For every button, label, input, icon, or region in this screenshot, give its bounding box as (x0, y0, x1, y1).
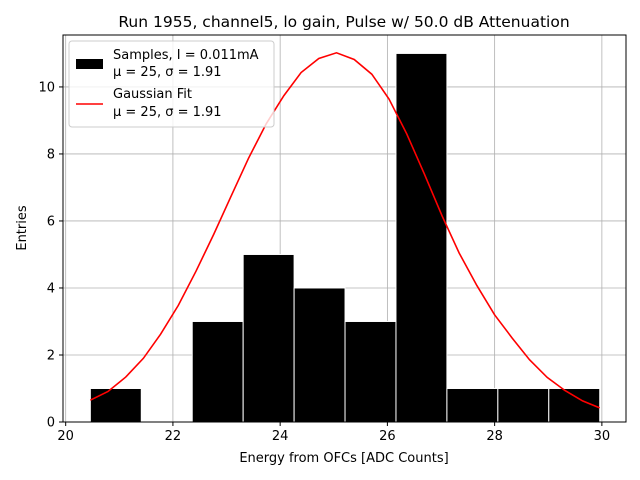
x-tick-label: 22 (165, 429, 182, 444)
y-tick-label: 8 (47, 147, 55, 162)
gaussian-fit-line (89, 51, 601, 409)
y-tick-label: 6 (47, 214, 55, 229)
legend-box (68, 40, 275, 128)
legend-label-fit: Gaussian Fit (113, 87, 192, 102)
x-tick-label: 26 (379, 429, 396, 444)
histogram-bar (395, 52, 448, 423)
histogram-bar (242, 253, 295, 423)
histogram-bar (191, 320, 244, 423)
histogram-bar (446, 387, 499, 423)
x-tick-label: 28 (486, 429, 503, 444)
x-tick-label: 20 (57, 429, 74, 444)
x-axis-ticks: 20 22 24 26 28 30 (57, 422, 610, 444)
histogram-bars (89, 52, 601, 423)
grid-lines (63, 35, 626, 423)
histogram-bar (293, 287, 346, 423)
y-axis-label: Entries (15, 205, 30, 251)
y-tick-label: 10 (38, 80, 55, 95)
legend-label-samples-stats: μ = 25, σ = 1.91 (113, 65, 222, 80)
chart-title: Run 1955, channel5, lo gain, Pulse w/ 50… (118, 13, 569, 31)
x-tick-label: 24 (272, 429, 289, 444)
x-tick-label: 30 (594, 429, 611, 444)
y-tick-label: 2 (47, 348, 55, 363)
y-axis-ticks: 0 2 4 6 8 10 (38, 80, 63, 431)
y-tick-label: 0 (47, 416, 55, 431)
legend-swatch-samples (76, 59, 103, 69)
histogram-bar (497, 387, 550, 423)
y-tick-label: 4 (47, 281, 55, 296)
legend: Samples, I = 0.011mA μ = 25, σ = 1.91 Ga… (68, 40, 275, 128)
plot-frame (62, 34, 627, 423)
histogram-bar (344, 320, 397, 423)
fit-curve (89, 51, 601, 409)
histogram-bar (89, 387, 142, 423)
legend-label-fit-stats: μ = 25, σ = 1.91 (113, 105, 222, 120)
legend-label-samples: Samples, I = 0.011mA (113, 48, 259, 63)
x-axis-label: Energy from OFCs [ADC Counts] (239, 451, 448, 466)
